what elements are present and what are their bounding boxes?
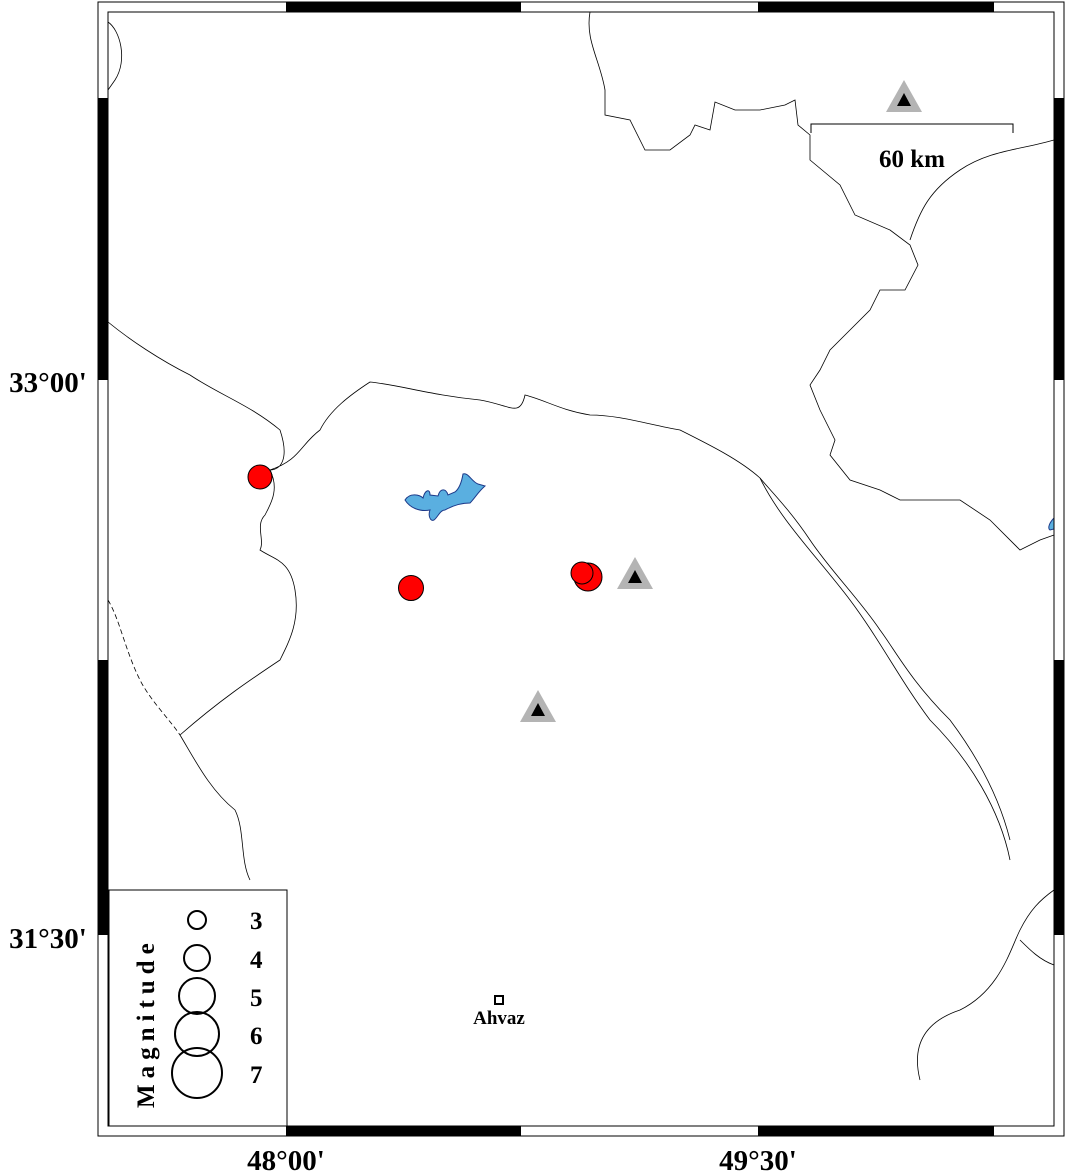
station-icon[interactable] — [617, 557, 653, 589]
stations — [520, 80, 922, 722]
lon-label: 49°30' — [719, 1145, 797, 1175]
iraq-border — [179, 469, 297, 881]
map-frame — [97, 1, 1065, 1137]
legend-label: 7 — [250, 1062, 263, 1089]
station-icon[interactable] — [886, 80, 922, 112]
scale-bar-label: 60 km — [879, 146, 945, 173]
lon-label: 48°00' — [247, 1145, 325, 1175]
legend-label: 6 — [250, 1023, 263, 1050]
province-border-north — [588, 11, 1055, 551]
lat-label: 33°00' — [9, 367, 87, 399]
event-circle[interactable] — [570, 561, 594, 585]
river-west — [107, 599, 181, 736]
legend-label: 5 — [250, 985, 263, 1012]
lat-label: 31°30' — [9, 923, 87, 955]
legend-label: 4 — [250, 947, 263, 974]
legend: Magnitude 3 4 5 6 7 — [108, 889, 288, 1127]
scale-bar — [810, 123, 1014, 133]
borders — [107, 11, 1055, 1081]
lake — [1048, 516, 1055, 531]
legend-circle-5 — [178, 977, 216, 1015]
legend-circle-6 — [174, 1011, 220, 1057]
province-border-northeast — [909, 139, 1055, 241]
legend-circle-4 — [183, 944, 211, 972]
events — [247, 464, 603, 601]
legend-circles — [171, 910, 223, 1099]
legend-title: Magnitude — [133, 937, 160, 1108]
river-east — [759, 477, 1011, 861]
event-circle[interactable] — [398, 575, 424, 601]
legend-label: 3 — [250, 908, 263, 935]
station-icon[interactable] — [520, 690, 556, 722]
city-label: Ahvaz — [473, 1008, 525, 1029]
province-border-northwest — [107, 21, 123, 91]
lake — [404, 473, 487, 521]
city-marker-icon — [494, 995, 504, 1005]
border-southeast — [917, 889, 1055, 1081]
legend-circle-3 — [187, 910, 207, 930]
border-southeast-2 — [1019, 939, 1055, 966]
legend-circle-7 — [171, 1047, 223, 1099]
event-circle[interactable] — [247, 464, 273, 490]
province-border-khuzestan-north — [107, 321, 1011, 841]
